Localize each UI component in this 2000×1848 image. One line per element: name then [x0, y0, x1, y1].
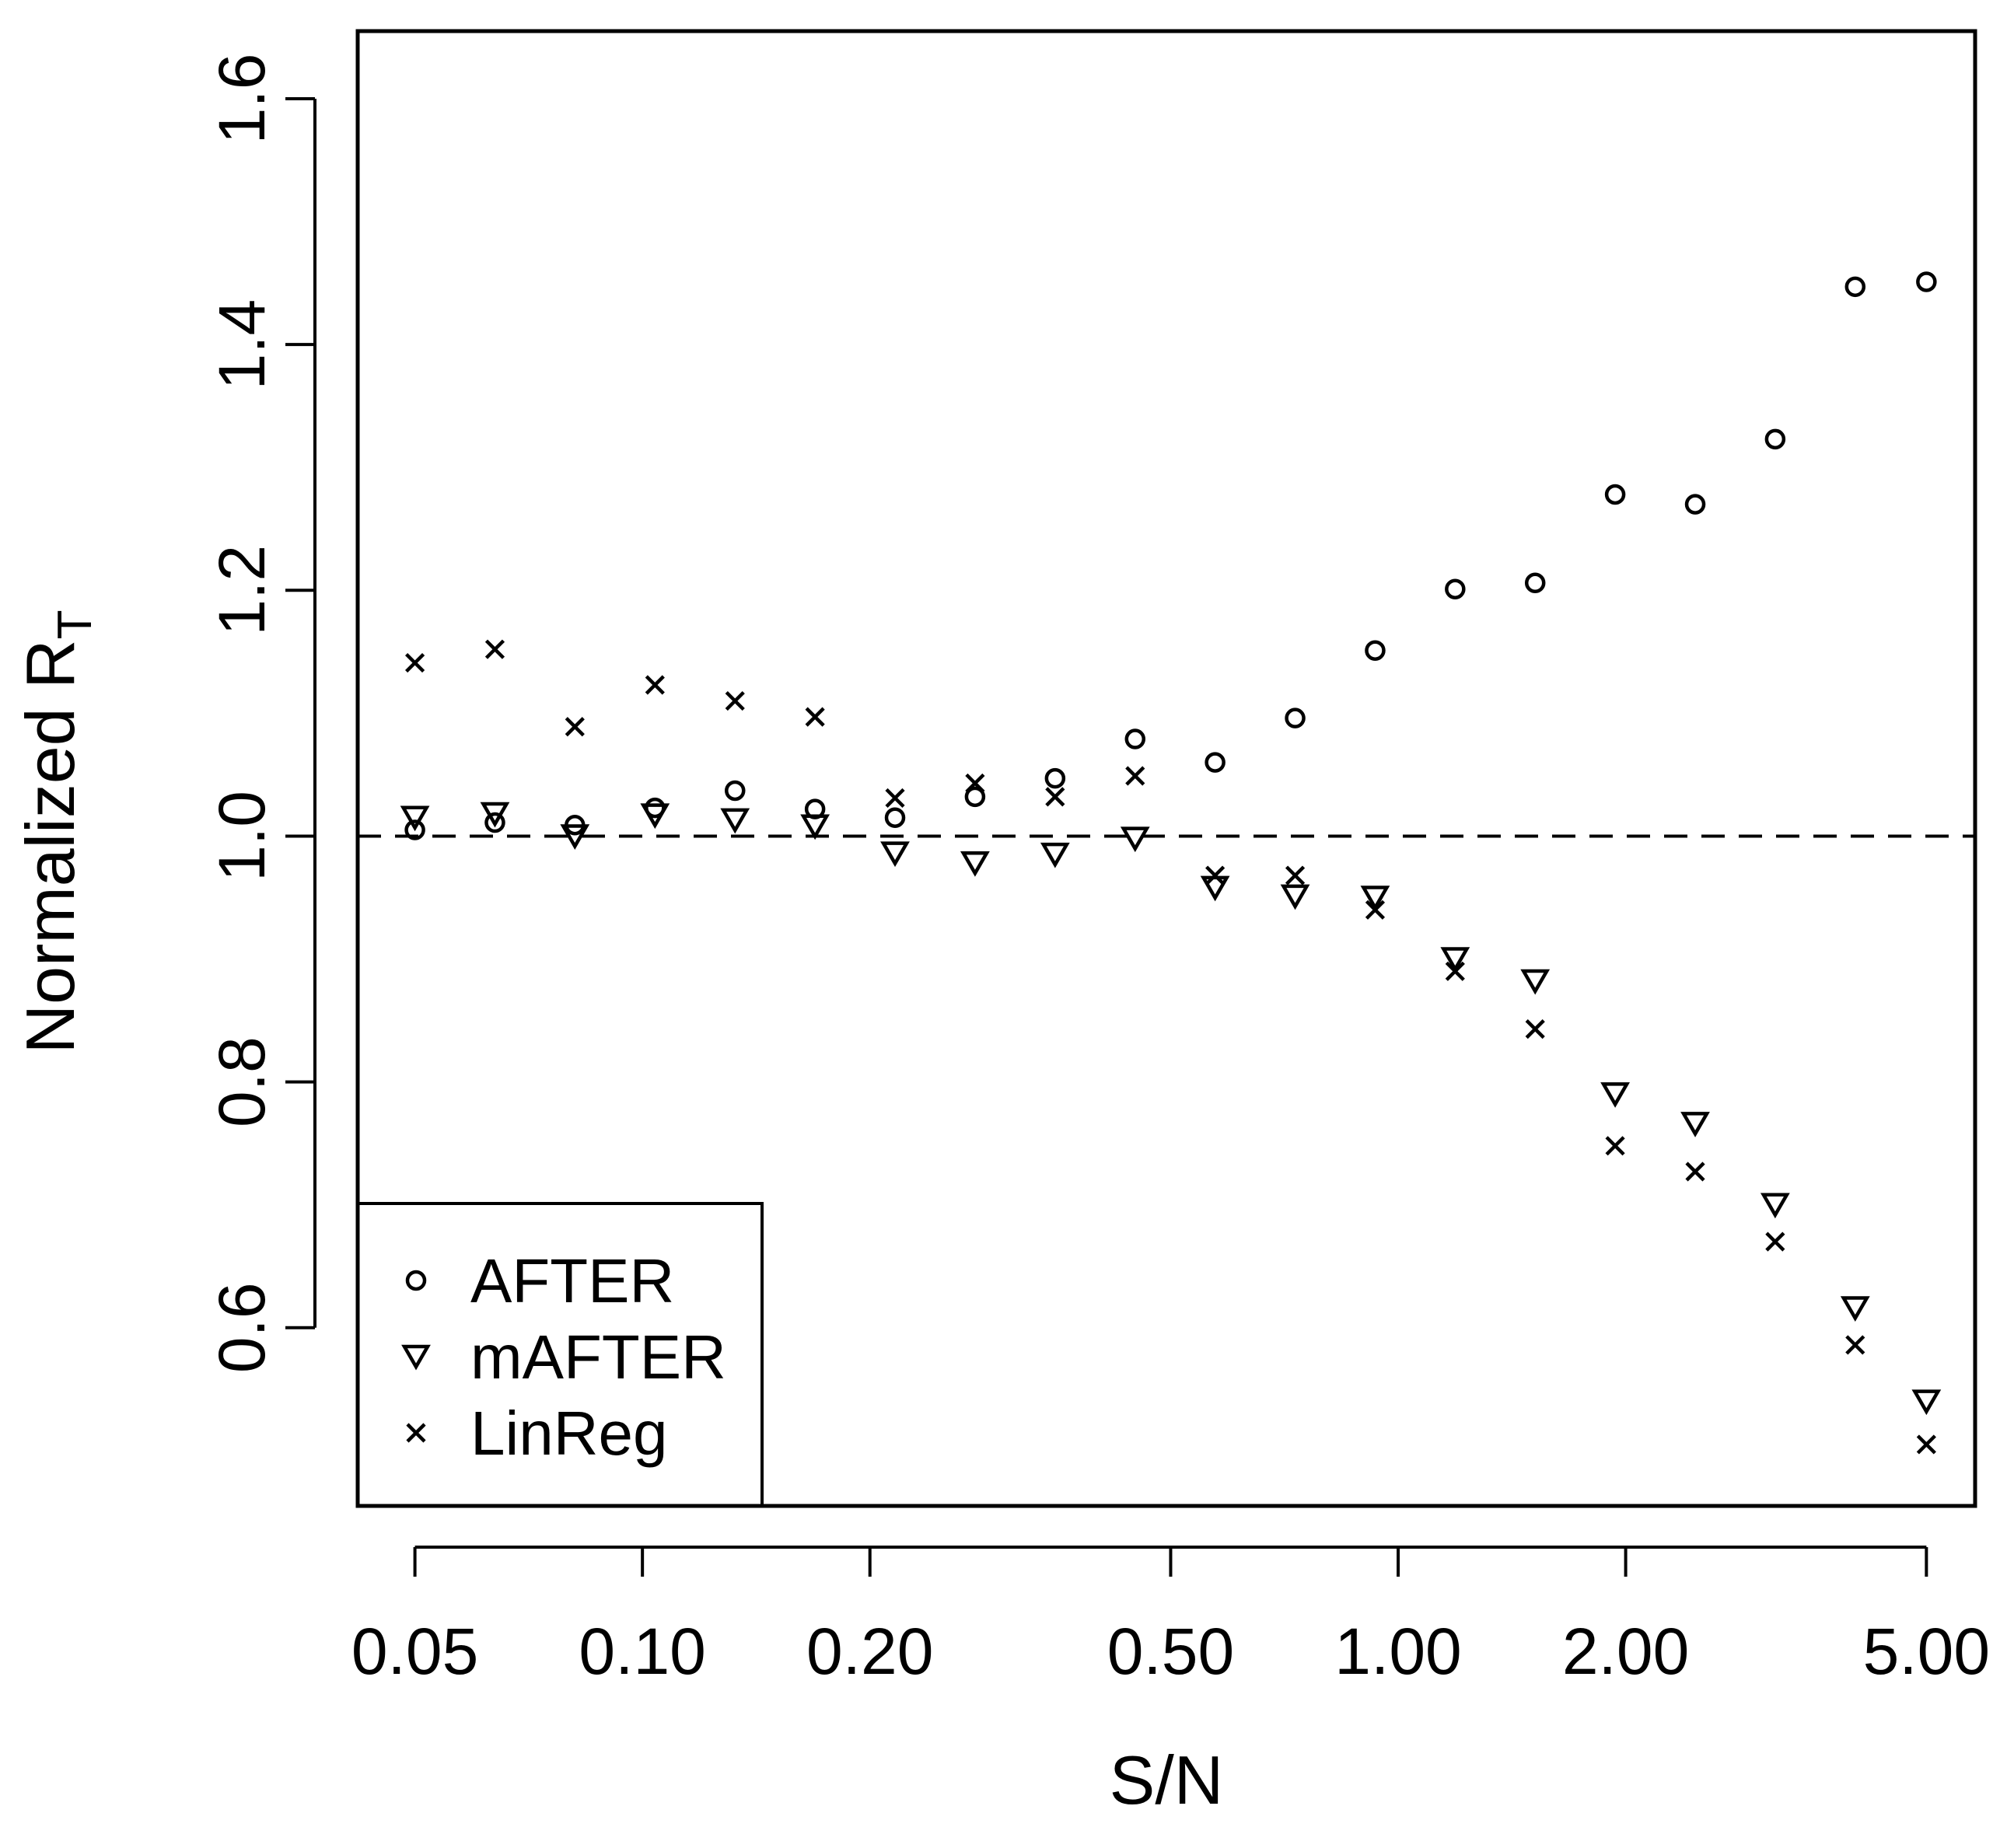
point-after — [1285, 707, 1306, 728]
x-tick-label: 0.10 — [579, 1615, 706, 1688]
y-axis-label-subscript: T — [48, 610, 102, 640]
point-linreg — [1605, 1136, 1625, 1156]
point-linreg — [645, 675, 665, 695]
point-after — [1445, 578, 1466, 599]
point-after — [884, 807, 906, 828]
point-after — [404, 819, 425, 840]
point-mafter — [720, 808, 750, 834]
point-linreg — [484, 639, 505, 659]
point-mafter — [960, 851, 990, 877]
point-mafter — [1760, 1193, 1790, 1219]
axes: 0.05 0.10 0.20 0.50 1.00 2.00 5.00 0.6 0.8 1.0 1.2… — [205, 54, 1990, 1688]
point-linreg — [1765, 1231, 1785, 1252]
point-mafter — [1600, 1082, 1630, 1108]
point-mafter — [560, 824, 590, 850]
legend-label: mAFTER — [470, 1322, 726, 1392]
point-after — [1044, 767, 1066, 789]
point-after — [1205, 752, 1226, 773]
point-after — [1604, 484, 1626, 505]
point-linreg — [725, 690, 745, 711]
point-after — [1916, 271, 1937, 292]
legend-x-icon — [406, 1423, 426, 1443]
point-linreg — [1285, 865, 1306, 886]
y-tick-label: 1.4 — [205, 299, 278, 390]
point-linreg — [1045, 787, 1065, 807]
point-linreg — [1685, 1162, 1705, 1182]
legend-box — [356, 1202, 764, 1507]
x-tick-label: 0.50 — [1107, 1615, 1235, 1688]
point-mafter — [1680, 1112, 1710, 1137]
x-tick-label: 0.20 — [806, 1615, 934, 1688]
point-after — [964, 786, 986, 808]
legend-label: AFTER — [470, 1246, 674, 1315]
y-tick-label: 1.6 — [205, 54, 278, 145]
point-after — [1365, 640, 1386, 661]
point-linreg — [965, 773, 985, 794]
point-mafter — [640, 803, 670, 830]
point-linreg — [1525, 1019, 1545, 1039]
y-tick-label: 0.6 — [205, 1282, 278, 1373]
x-tick-label: 0.05 — [351, 1615, 479, 1688]
point-mafter — [480, 802, 510, 828]
point-after — [1844, 276, 1866, 298]
x-tick-label: 1.00 — [1334, 1615, 1462, 1688]
point-mafter — [1840, 1296, 1870, 1322]
point-linreg — [1445, 961, 1465, 981]
point-after — [484, 812, 505, 833]
data-points — [400, 271, 1942, 1455]
y-axis-label: Normalized RT — [12, 610, 102, 1054]
point-mafter — [1360, 886, 1390, 911]
point-mafter — [1911, 1389, 1942, 1416]
y-tick-label: 1.0 — [205, 791, 278, 882]
point-linreg — [805, 707, 825, 727]
x-axis-label: S/N — [1110, 1741, 1224, 1818]
y-axis-label-main: Normalized R — [12, 639, 89, 1053]
point-linreg — [565, 717, 585, 737]
legend-triangle-down-icon — [401, 1344, 431, 1371]
point-mafter — [1120, 826, 1150, 853]
point-mafter — [400, 805, 430, 832]
series-after — [404, 271, 1937, 840]
point-linreg — [885, 788, 905, 809]
series-mafter — [400, 802, 1942, 1416]
point-mafter — [800, 814, 830, 840]
point-mafter — [1040, 842, 1070, 868]
point-after — [1764, 428, 1786, 450]
point-after — [1524, 572, 1546, 594]
y-tick-label: 0.8 — [205, 1036, 278, 1127]
point-linreg — [1125, 766, 1145, 786]
plot-frame — [355, 29, 1977, 1508]
point-linreg — [1205, 865, 1226, 886]
point-linreg — [1916, 1434, 1936, 1455]
point-after — [725, 780, 746, 802]
legend-circle-icon — [405, 1270, 427, 1291]
point-linreg — [1845, 1335, 1865, 1355]
point-after — [1684, 494, 1706, 515]
x-tick-label: 2.00 — [1562, 1615, 1690, 1688]
point-linreg — [1365, 900, 1386, 920]
point-linreg — [405, 652, 425, 673]
point-mafter — [880, 841, 910, 868]
x-tick-label: 5.00 — [1863, 1615, 1991, 1688]
point-mafter — [1520, 969, 1551, 995]
point-mafter — [1440, 947, 1470, 973]
point-mafter — [1280, 884, 1310, 910]
point-after — [1124, 728, 1146, 749]
y-tick-label: 1.2 — [205, 545, 278, 636]
legend-label: LinReg — [470, 1399, 668, 1468]
legend: AFTER mAFTER LinReg — [356, 1202, 764, 1507]
series-linreg — [405, 639, 1936, 1455]
